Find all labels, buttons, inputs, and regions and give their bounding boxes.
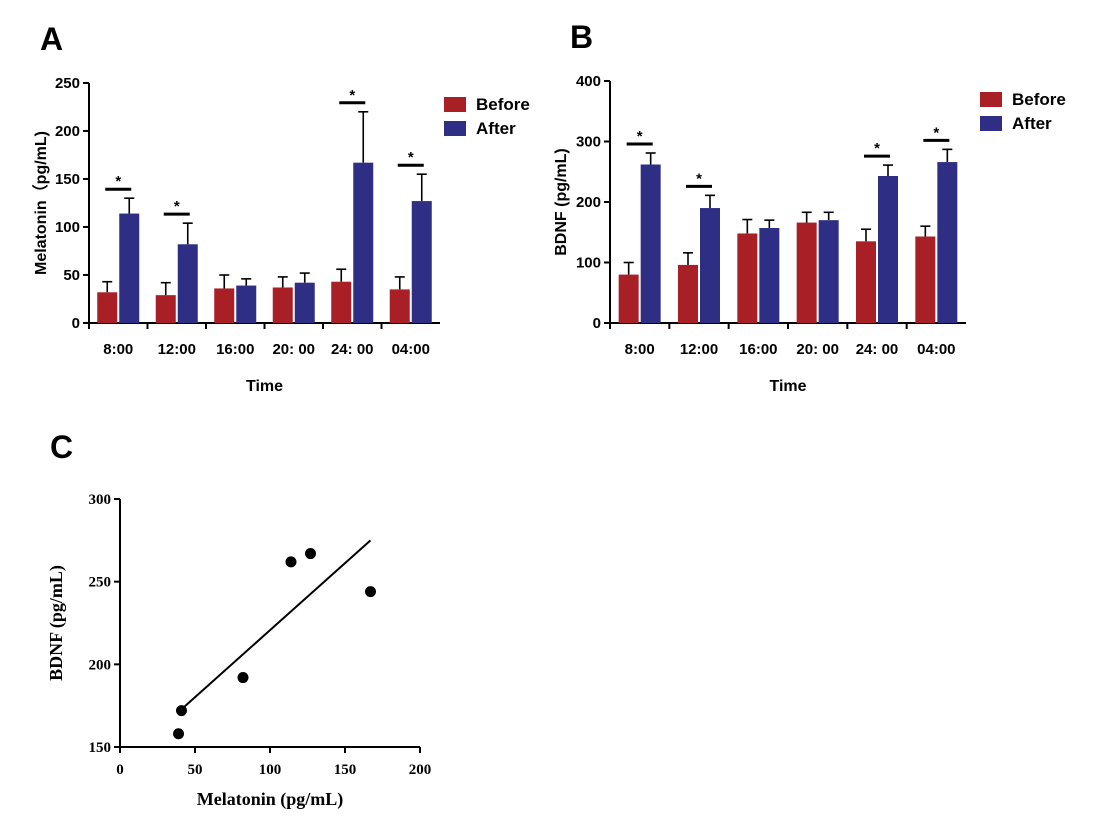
bar-after <box>759 228 780 323</box>
scatter-point <box>285 556 297 568</box>
y-axis-title: BDNF (pg/mL) <box>46 565 67 681</box>
legend-swatch-before <box>980 92 1002 107</box>
scatter-point <box>173 728 184 740</box>
chart-c: 150 200 250 300 0 50 100 150 200 Melatonin (pg/mL… <box>46 492 431 810</box>
significance-star: * <box>115 173 121 190</box>
y-tick-label: 150 <box>89 740 112 756</box>
bar-before <box>97 292 118 323</box>
x-tick-label: 04:00 <box>392 341 430 358</box>
bar-after <box>700 208 720 323</box>
y-tick-label: 200 <box>55 123 80 140</box>
x-tick-label: 12:00 <box>680 341 718 358</box>
bar-after <box>818 220 839 323</box>
legend-swatch-after <box>980 116 1002 131</box>
bar-after <box>177 244 198 323</box>
bar-before <box>618 274 639 323</box>
bar-after <box>119 213 140 323</box>
bar-before <box>737 233 758 323</box>
x-tick-label: 12:00 <box>158 341 196 358</box>
x-tick-label: 150 <box>334 762 357 778</box>
y-tick-label: 300 <box>576 134 601 151</box>
y-tick-label: 200 <box>89 657 112 673</box>
y-tick-label: 300 <box>89 492 112 508</box>
bar-before <box>155 295 176 323</box>
y-tick-label: 150 <box>55 171 80 188</box>
significance-star: * <box>637 128 643 145</box>
legend-label: Before <box>476 95 530 114</box>
bar-after <box>937 162 958 323</box>
regression-line <box>179 539 372 712</box>
bar-before <box>678 264 698 323</box>
x-tick-label: 0 <box>116 762 124 778</box>
x-tick-label: 50 <box>188 762 203 778</box>
scatter-point <box>176 705 187 717</box>
x-tick-label: 20: 00 <box>796 341 839 358</box>
bar-after <box>294 282 315 323</box>
y-tick-label: 50 <box>63 267 80 284</box>
bar-after <box>236 285 257 323</box>
legend-label: Before <box>1012 90 1066 109</box>
bar-before <box>272 287 293 323</box>
chart-b: 0 100 200 300 400 8:00 * 12:00 * 16:00 20: 00 24: 0… <box>553 73 1066 395</box>
y-tick-label: 0 <box>72 315 80 332</box>
x-tick-label: 20: 00 <box>272 341 315 358</box>
scatter-point <box>365 586 376 598</box>
scatter-point <box>237 672 249 684</box>
legend-swatch-after <box>444 121 466 136</box>
y-axis-title: Melatonin（pg/mL) <box>32 131 50 275</box>
x-tick-label: 8:00 <box>103 341 133 358</box>
bar-before <box>796 222 817 323</box>
legend-label: After <box>1012 114 1052 133</box>
x-tick-label: 24: 00 <box>331 341 374 358</box>
y-tick-label: 100 <box>55 219 80 236</box>
panel-letter-b: B <box>570 19 593 55</box>
y-tick-label: 0 <box>593 315 601 332</box>
bar-after <box>353 162 374 323</box>
y-tick-label: 100 <box>576 255 601 272</box>
bar-before <box>214 288 235 323</box>
significance-star: * <box>874 140 880 157</box>
scatter-point <box>305 548 316 560</box>
x-tick-label: 100 <box>259 762 282 778</box>
x-axis-title: Time <box>246 378 283 395</box>
y-tick-label: 250 <box>89 575 112 591</box>
significance-star: * <box>174 198 180 215</box>
x-tick-label: 8:00 <box>625 341 655 358</box>
legend-label: After <box>476 119 516 138</box>
y-axis-title: BDNF (pg/mL) <box>553 148 570 256</box>
significance-star: * <box>933 124 939 141</box>
x-tick-label: 16:00 <box>216 341 254 358</box>
significance-star: * <box>408 149 414 166</box>
y-tick-label: 400 <box>576 73 601 90</box>
y-tick-label: 200 <box>576 194 601 211</box>
significance-star: * <box>696 170 702 187</box>
x-tick-label: 200 <box>409 762 432 778</box>
bar-before <box>915 236 936 323</box>
y-tick-label: 250 <box>55 75 80 92</box>
panel-letter-a: A <box>40 21 63 57</box>
bar-after <box>878 175 898 323</box>
significance-star: * <box>349 87 355 104</box>
bar-after <box>640 164 661 323</box>
x-tick-label: 04:00 <box>917 341 955 358</box>
x-tick-label: 24: 00 <box>856 341 899 358</box>
x-axis-title: Melatonin (pg/mL) <box>197 789 344 810</box>
legend-swatch-before <box>444 97 466 112</box>
bar-before <box>856 241 876 323</box>
bar-before <box>389 289 410 323</box>
chart-a: 0 50 100 150 200 250 8:00 * 12:00 * 16:00 20: 00 24:… <box>32 75 530 395</box>
x-axis-title: Time <box>769 378 806 395</box>
panel-letter-c: C <box>50 429 73 465</box>
x-tick-label: 16:00 <box>739 341 777 358</box>
bar-before <box>331 281 352 323</box>
bar-after <box>411 201 432 323</box>
